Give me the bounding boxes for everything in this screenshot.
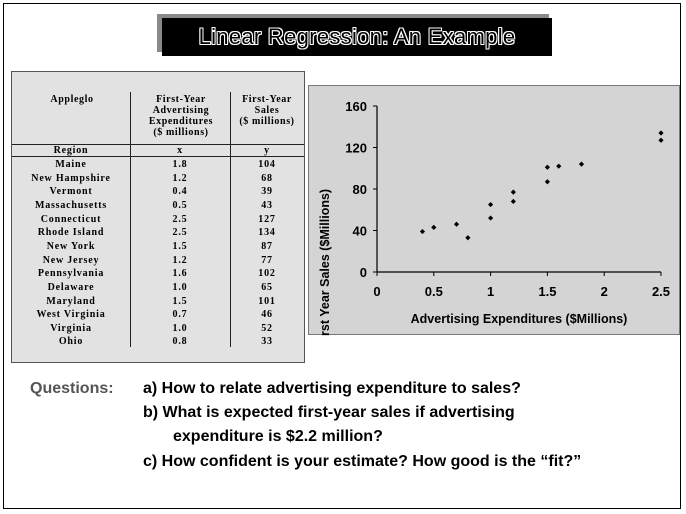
table-cell-x: 2.5 (172, 227, 188, 239)
table-cell-x: 0.4 (172, 186, 188, 198)
table-cell-y: 134 (258, 227, 276, 239)
y-header: y (264, 145, 270, 156)
table-cell-y: 52 (261, 322, 273, 334)
question-c: c) How confident is your estimate? How g… (143, 453, 582, 470)
table-cell-region: Maine (55, 159, 87, 170)
table-cell-region: Connecticut (40, 213, 102, 225)
table-cell-y: 46 (261, 309, 273, 321)
title-box: Linear Regression: An Example (162, 18, 552, 56)
table-rule (12, 156, 304, 157)
x-tick-label: 0.5 (425, 284, 443, 299)
table-cell-x: 1.2 (172, 172, 188, 184)
table-cell-region: New Hampshire (31, 172, 111, 184)
y-tick-label: 160 (345, 99, 367, 114)
x-tick-label: 2 (601, 284, 608, 299)
x-tick-label: 0 (373, 284, 380, 299)
table-cell-region: Maryland (46, 295, 96, 307)
y-tick-label: 80 (353, 182, 367, 197)
table-cell-y: 65 (261, 281, 273, 293)
table-cell-x: 0.7 (172, 309, 188, 321)
table-cell-x: 2.5 (172, 213, 188, 225)
col-x-header-line: Expenditures (148, 116, 214, 127)
table-cell-x: 1.0 (172, 281, 188, 293)
questions-label: Questions: (30, 380, 114, 397)
table-cell-y: 87 (261, 240, 273, 252)
table-cell-y: 104 (258, 159, 276, 170)
table-cell-y: 68 (261, 172, 273, 184)
col-x-header-line: First-Year (156, 94, 206, 105)
x-tick-label: 1.5 (538, 284, 556, 299)
col-x-header-line: Advertising (152, 105, 210, 116)
table-cell-x: 0.8 (172, 336, 188, 348)
table-divider (130, 92, 131, 347)
table-cell-y: 33 (261, 336, 273, 348)
data-point (556, 163, 562, 169)
table-cell-region: Virginia (50, 322, 92, 334)
data-point (453, 221, 460, 227)
table-cell-y: 43 (261, 199, 273, 211)
table-cell-x: 1.5 (172, 240, 188, 252)
table-rule (12, 144, 304, 145)
table-cell-x: 0.5 (172, 199, 188, 211)
col-y-header-line: Sales (254, 105, 280, 116)
data-point (510, 189, 516, 195)
y-tick-label: 40 (353, 224, 367, 239)
x-header: x (177, 145, 183, 156)
scatter-plot-svg: 0 40 80 120 160 0 0.5 1 1.5 2 2.5 First Year Sales… (318, 99, 670, 336)
table-cell-region: Massachusetts (34, 199, 108, 211)
x-axis-label: Advertising Expenditures ($Millions) (411, 312, 628, 326)
table-cell-y: 77 (261, 254, 273, 266)
col-y-header: First-Year Sales ($ millions) (230, 94, 304, 127)
table-cell-x: 1.6 (172, 268, 188, 280)
table-divider (230, 92, 231, 347)
data-table: Appleglo First-Year Advertising Expendit… (11, 71, 305, 363)
table-cell-region: New York (46, 240, 96, 252)
table-cell-y: 39 (261, 186, 273, 198)
data-point (510, 198, 516, 205)
table-cell-x: 1.2 (172, 254, 188, 266)
question-b: b) What is expected first-year sales if … (143, 404, 515, 421)
table-cell-region: Pennsylvania (37, 268, 105, 280)
col-y-header-line: First-Year (242, 94, 292, 105)
data-point (419, 228, 426, 235)
table-cell-y: 102 (258, 268, 276, 280)
col-y-header-line: ($ millions) (239, 116, 295, 127)
question-b-continued: expenditure is $2.2 million? (173, 428, 383, 445)
table-cell-y: 101 (258, 295, 276, 307)
table-cell-y: 127 (258, 213, 276, 225)
data-point (431, 224, 437, 230)
data-point (488, 215, 494, 221)
table-cell-region: West Virginia (36, 309, 106, 321)
data-point (465, 235, 471, 241)
data-point (544, 179, 550, 185)
col-x-header-line: ($ millions) (153, 127, 209, 138)
y-tick-label: 120 (345, 141, 367, 156)
scatter-chart: 0 40 80 120 160 0 0.5 1 1.5 2 2.5 First Year Sales… (308, 85, 680, 336)
data-point (658, 130, 664, 136)
col-x-header: First-Year Advertising Expenditures ($ m… (136, 94, 226, 138)
y-axis-label: First Year Sales ($Millions) (318, 189, 332, 336)
table-cell-x: 1.5 (172, 295, 188, 307)
table-cell-x: 1.0 (172, 322, 188, 334)
table-cell-region: New Jersey (42, 254, 100, 266)
company-header: Appleglo (50, 94, 94, 105)
data-point (544, 164, 550, 170)
data-point (578, 161, 585, 167)
table-cell-region: Delaware (47, 281, 95, 293)
table-cell-region: Rhode Island (37, 227, 105, 239)
region-header: Region (53, 145, 89, 156)
x-tick-label: 2.5 (652, 284, 670, 299)
slide-title: Linear Regression: An Example (198, 24, 516, 49)
table-cell-x: 1.8 (172, 159, 188, 170)
table-cell-region: Ohio (58, 336, 84, 348)
x-tick-label: 1 (487, 284, 494, 299)
table-cell-region: Vermont (49, 186, 93, 198)
data-point (488, 201, 494, 208)
question-a: a) How to relate advertising expenditure… (143, 380, 521, 397)
data-point (658, 137, 664, 143)
y-tick-label: 0 (360, 265, 367, 280)
